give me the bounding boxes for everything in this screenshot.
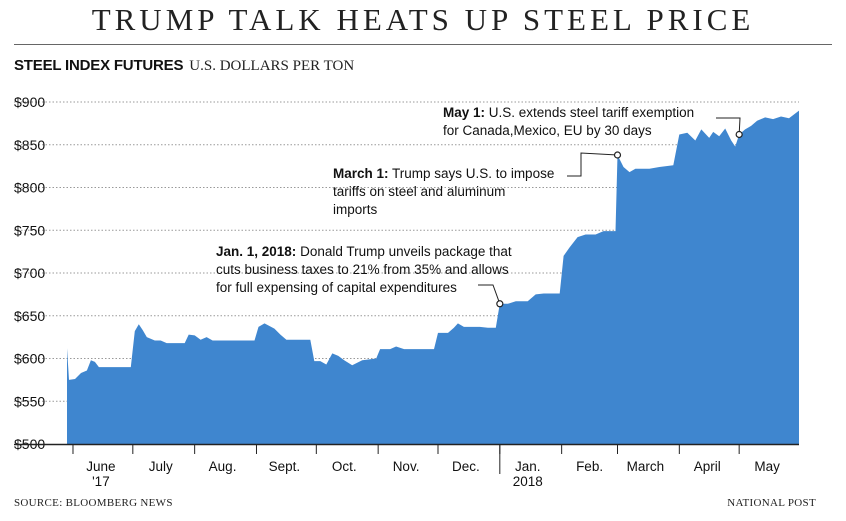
x-tick-sublabel: 2018 (513, 474, 543, 489)
y-tick-label: $850 (14, 137, 45, 153)
y-tick-label: $800 (14, 180, 45, 196)
annotation-text: Jan. 1, 2018: Donald Trump unveils packa… (216, 244, 512, 259)
x-tick-label: Dec. (452, 459, 480, 474)
x-tick-label: Aug. (209, 459, 237, 474)
x-tick-label: June (86, 459, 115, 474)
annotation-leader (567, 152, 618, 177)
publisher-credit: NATIONAL POST (727, 497, 816, 509)
source-note: SOURCE: BLOOMBERG NEWS (14, 497, 173, 509)
annotation: May 1: U.S. extends steel tariff exempti… (443, 105, 743, 139)
annotation-marker (613, 151, 622, 159)
annotation-text: tariffs on steel and aluminum (333, 184, 505, 199)
title-rule (14, 44, 832, 45)
annotation-text: cuts business taxes to 21% from 35% and … (216, 262, 509, 277)
y-tick-label: $700 (14, 265, 45, 281)
x-tick-label: July (149, 459, 173, 474)
price-area (67, 110, 799, 444)
x-tick-label: Feb. (576, 459, 603, 474)
annotation-text: March 1: Trump says U.S. to impose (333, 166, 554, 181)
chart-title: TRUMP TALK HEATS UP STEEL PRICE (91, 2, 755, 37)
subtitle-label: STEEL INDEX FUTURES (14, 57, 184, 74)
x-tick-sublabel: '17 (92, 474, 110, 489)
y-tick-label: $900 (14, 94, 45, 110)
annotation-text: imports (333, 202, 378, 217)
annotation-text: for full expensing of capital expenditur… (216, 280, 457, 295)
unit-label: U.S. DOLLARS PER TON (189, 58, 355, 74)
y-tick-label: $550 (14, 393, 45, 409)
annotation-marker (496, 300, 504, 308)
annotation-leader (478, 284, 501, 304)
x-tick-label: Sept. (269, 459, 301, 474)
annotation-text: May 1: U.S. extends steel tariff exempti… (443, 105, 694, 120)
chart-subtitle: STEEL INDEX FUTURES U.S. DOLLARS PER TON (14, 57, 354, 75)
y-tick-label: $600 (14, 351, 45, 367)
y-tick-label: $650 (14, 308, 45, 324)
annotation-marker (735, 130, 743, 139)
annotation-text: for Canada,Mexico, EU by 30 days (443, 123, 652, 138)
x-tick-label: Nov. (393, 459, 420, 474)
x-tick-label: March (627, 459, 665, 474)
x-tick-label: Oct. (332, 459, 357, 474)
y-tick-label: $750 (14, 222, 45, 238)
annotation-leader (716, 117, 741, 135)
x-tick-label: April (694, 459, 721, 474)
x-tick-label: May (754, 459, 780, 474)
annotation: Jan. 1, 2018: Donald Trump unveils packa… (216, 244, 512, 308)
x-tick-label: Jan. (515, 459, 541, 474)
annotation: March 1: Trump says U.S. to impose tariff… (333, 151, 622, 217)
